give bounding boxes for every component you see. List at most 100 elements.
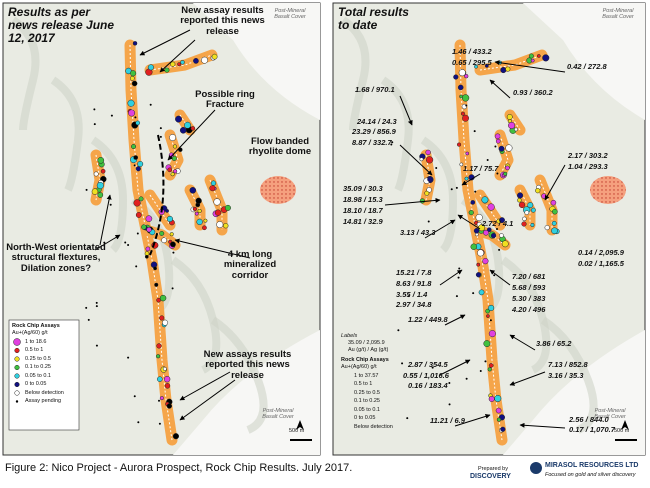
result-label: 1.68 / 970.1 [355, 85, 395, 94]
sample-point [134, 116, 137, 119]
sample-point [137, 421, 140, 424]
sample-point [487, 367, 492, 372]
result-label: 4.20 / 496 [512, 305, 546, 314]
sample-point [169, 232, 174, 237]
sample-point [103, 241, 106, 244]
result-label: 1.17 / 75.7 [463, 164, 499, 173]
sample-point [172, 144, 177, 149]
sample-point [495, 138, 501, 144]
legend-symbol [15, 400, 19, 403]
sample-point [462, 114, 469, 122]
sample-point [468, 210, 474, 216]
sample-point [209, 185, 216, 192]
arrow [509, 334, 536, 351]
sample-point [85, 188, 88, 191]
sample-point [164, 383, 171, 389]
sample-point [488, 330, 496, 338]
sample-point [133, 155, 138, 160]
sample-point [425, 149, 431, 156]
sample-point [156, 343, 162, 349]
sample-point [458, 267, 461, 270]
sample-point [175, 115, 182, 123]
sample-point [505, 144, 513, 152]
caption: Figure 2: Nico Project - Aurora Prospect… [5, 462, 353, 474]
sample-point [479, 370, 482, 373]
annotation: North-West orientated structural flextur… [6, 242, 106, 274]
legend-symbol [14, 364, 20, 371]
sample-point [495, 407, 502, 414]
sample-point [498, 248, 501, 251]
terrain-shade [50, 76, 83, 192]
corridor-axis [95, 154, 101, 201]
sample-point [499, 217, 505, 224]
arrow [454, 413, 491, 427]
rhyolite-dome [590, 176, 626, 204]
sample-point [528, 53, 534, 59]
sample-point [477, 249, 485, 257]
result-label: 14.81 / 32.9 [343, 217, 383, 226]
sample-point [456, 142, 462, 147]
sample-point [124, 241, 127, 244]
sample-point [488, 304, 495, 312]
sample-point [145, 215, 153, 223]
sample-point [162, 319, 169, 326]
sample-point [544, 224, 550, 231]
logo-text: MIRASOL RESOURCES LTD [545, 462, 639, 469]
sample-point [224, 204, 231, 211]
sample-point [135, 212, 142, 218]
sample-point [499, 233, 504, 238]
sample-point [173, 169, 178, 174]
result-label: 8.87 / 332.7 [352, 138, 392, 147]
sample-point [448, 403, 451, 406]
sample-point [505, 165, 510, 171]
legend-label: Au (g/t) / Ag (g/t) [348, 347, 389, 353]
sample-point [93, 123, 96, 126]
sample-point [190, 126, 196, 131]
sample-point [450, 188, 453, 191]
sample-point [149, 103, 152, 106]
sample-point [401, 362, 404, 365]
sample-point [146, 227, 152, 233]
arrow [461, 173, 481, 186]
left-map [2, 2, 542, 474]
arrow [509, 371, 546, 386]
sample-point [144, 254, 149, 259]
arrow [439, 269, 463, 286]
result-label: 7.20 / 681 [512, 272, 546, 281]
sample-point [524, 210, 530, 215]
north-arrow [296, 420, 304, 430]
sample-point [493, 274, 496, 277]
sample-point [474, 64, 478, 69]
sample-point [536, 54, 541, 58]
sample-point [85, 306, 88, 309]
sample-point [169, 134, 177, 142]
sample-point [391, 141, 394, 144]
result-label: 24.14 / 24.3 [357, 117, 397, 126]
sample-point [472, 292, 475, 295]
terrain-shade [420, 136, 458, 253]
sample-point [211, 53, 218, 60]
result-label: 2.56 / 844.0 [569, 415, 609, 424]
sample-point [483, 340, 491, 348]
terrain-shade [380, 76, 413, 192]
sample-point [457, 84, 464, 91]
sample-point [223, 223, 229, 229]
annotation: New assay results reported this news rel… [180, 5, 265, 37]
sample-point [96, 181, 104, 190]
basalt-cover [173, 330, 320, 455]
sample-point [470, 200, 476, 205]
legend-item: 0 to 0.05 [354, 415, 376, 421]
sample-point [135, 265, 138, 268]
sample-point [482, 258, 489, 265]
arrow [544, 164, 566, 201]
sample-point [131, 80, 138, 87]
panel-title: Results as per news release June 12, 201… [8, 5, 115, 46]
sample-point [100, 168, 106, 174]
arrow [439, 359, 471, 376]
terrain-shade [10, 16, 40, 131]
sample-point [435, 167, 438, 170]
sample-point [214, 209, 222, 216]
sample-point [133, 395, 136, 398]
sample-point [135, 166, 141, 172]
sample-point [184, 121, 191, 129]
